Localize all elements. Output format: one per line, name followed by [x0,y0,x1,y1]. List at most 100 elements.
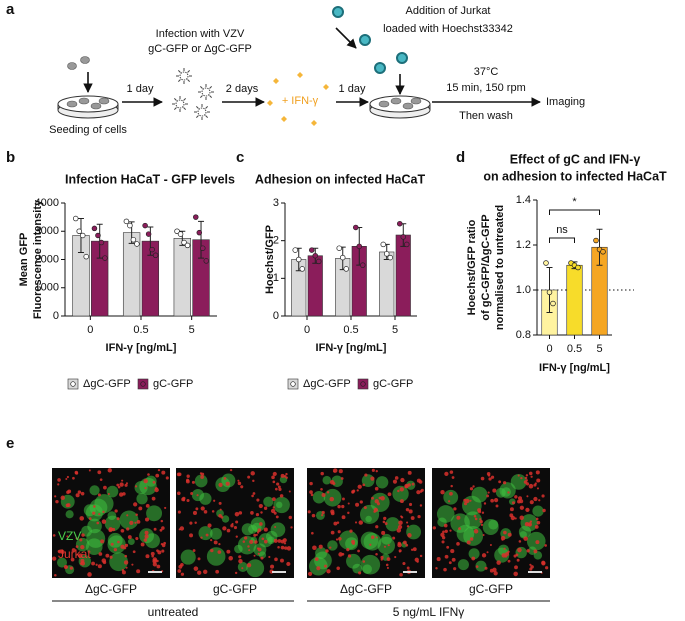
jurkat-signal [235,535,238,538]
vzv-signal [221,473,236,488]
jurkat-signal [384,522,388,525]
jurkat-signal [417,515,421,519]
jurkat-signal [363,506,367,510]
y-tick-label: 1.4 [516,194,531,206]
jurkat-signal [179,526,185,531]
jurkat-signal [534,525,539,529]
jurkat-signal [412,547,417,552]
vzv-signal [246,559,265,578]
vzv-signal [515,546,527,559]
vzv-signal [263,496,274,507]
x-tick-label: 0.5 [133,324,148,336]
jurkat-signal [97,564,102,569]
jurkat-signal [210,548,214,553]
jurkat-signal [96,521,100,525]
jurkat-signal [507,550,510,554]
jurkat-signal [544,544,547,547]
jurkat-signal [272,506,275,509]
virus [183,107,187,111]
group-label: untreated [148,605,199,619]
panel-label: e [6,435,14,452]
data-point [383,251,390,257]
jurkat-signal [440,490,445,495]
vzv-signal [392,485,409,502]
jurkat-signal [72,476,75,480]
jurkat-signal [533,483,537,487]
jurkat-signal [511,501,516,505]
significance-label: * [572,196,577,208]
condition-label: gC-GFP [469,582,513,596]
x-axis-label: IFN-γ [ng/mL] [316,342,387,354]
jurkat-signal [529,500,534,505]
virus [173,97,177,101]
data-point [309,247,315,253]
vzv-signal [106,485,119,498]
jurkat-signal [134,485,138,488]
jurkat-signal [545,566,549,570]
jurkat-signal [124,483,128,487]
jurkat-signal [63,565,68,570]
jurkat-signal [405,543,409,547]
jurkat-signal [109,555,113,559]
jurkat-signal [473,514,477,518]
jurkat-signal [125,566,128,569]
jurkat-signal [153,527,157,531]
channel-label: Jurkat [58,547,91,561]
charts: Infection HaCaT - GFP levels Mean GFP Fluo… [18,152,667,390]
vzv-signal [216,509,224,518]
virus [179,71,189,81]
jurkat-signal [278,487,282,491]
jurkat-signal [107,468,112,473]
jurkat-signal [443,523,448,528]
jurkat-signal [535,517,539,521]
step-label: 1 day [339,83,366,95]
jurkat-signal [75,493,80,498]
virus [205,115,209,119]
virus [183,97,187,101]
jurkat-signal [355,502,360,507]
jurkat-signal [215,569,220,574]
jurkat-signal [503,530,507,535]
jurkat-signal [144,517,150,522]
jurkat-signal [191,480,195,484]
jurkat-signal [536,487,540,490]
vzv-signal [279,475,288,484]
vzv-signal [362,564,372,574]
jurkat-signal [219,508,222,511]
jurkat-signal [116,483,120,487]
vzv-signal [443,489,459,505]
jurkat-signal [337,530,341,534]
jurkat-signal [404,485,408,488]
jurkat-signal [373,510,376,513]
jurkat-signal [177,569,182,573]
jurkat-signal [200,475,204,479]
jurkat-signal [123,560,129,565]
jurkat-signal [358,520,363,525]
data-point [181,239,187,246]
panel-label: a [6,1,15,18]
jurkat-signal [207,523,212,528]
jurkat-signal [151,496,156,501]
virus [195,105,199,109]
jurkat-signal [213,499,216,502]
jurkat-signal [515,553,519,557]
jurkat-signal [117,540,120,544]
jurkat-signal [442,530,445,534]
jurkat-signal [525,507,530,513]
jurkat-signal [66,535,69,538]
jurkat-signal [286,546,292,551]
y-axis-label: Hoechst/GFP [264,225,276,294]
jurkat-signal [335,538,339,541]
step-label: loaded with Hoechst33342 [383,23,513,35]
jurkat-signal [92,511,96,515]
jurkat-signal [448,500,451,503]
jurkat-signal [329,546,332,549]
jurkat-signal [326,569,331,574]
jurkat-signal [416,490,421,495]
jurkat-signal [197,570,202,575]
jurkat-signal [144,487,147,490]
data-point [299,266,305,272]
jurkat-signal [119,482,124,487]
jurkat-signal [347,502,350,505]
jurkat-signal [102,560,107,565]
